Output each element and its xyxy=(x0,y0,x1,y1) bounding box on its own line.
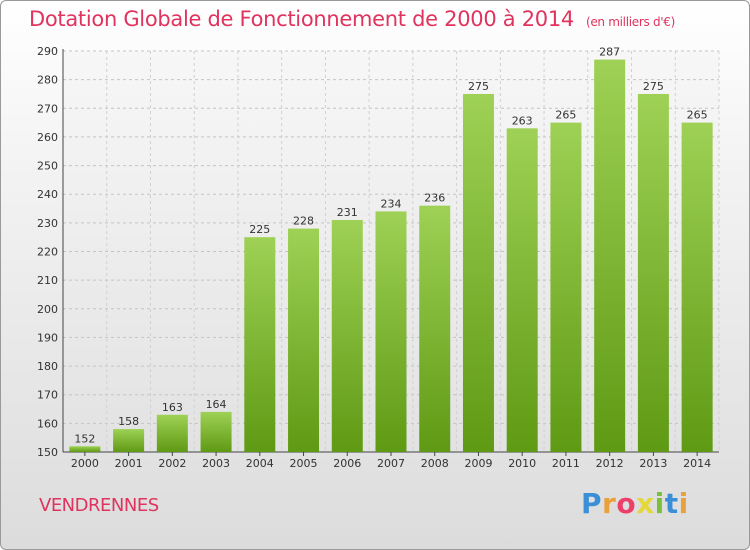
chart-unit: (en milliers d'€) xyxy=(585,15,675,29)
x-tick-label: 2013 xyxy=(639,457,667,470)
y-tick-label: 290 xyxy=(37,45,58,58)
x-tick-label: 2002 xyxy=(158,457,186,470)
y-tick-label: 260 xyxy=(37,131,58,144)
data-label: 234 xyxy=(381,197,402,210)
y-tick-label: 160 xyxy=(37,417,58,430)
x-tick-label: 2012 xyxy=(596,457,624,470)
commune-name: VENDRENNES xyxy=(39,495,159,516)
x-tick-label: 2005 xyxy=(290,457,318,470)
bar xyxy=(331,219,363,452)
data-label: 158 xyxy=(118,415,139,428)
bar xyxy=(156,414,188,452)
y-tick-label: 240 xyxy=(37,188,58,201)
bar xyxy=(419,205,451,452)
bar xyxy=(244,237,276,452)
logo-letter: o xyxy=(616,487,637,520)
data-label: 164 xyxy=(206,398,227,411)
x-tick-label: 2011 xyxy=(552,457,580,470)
labels: 152 158 163 164 225 228 231 234 236 275 263 265 287 2… xyxy=(74,46,707,446)
bar xyxy=(594,59,626,452)
bar xyxy=(200,411,232,452)
y-tick-label: 270 xyxy=(37,102,58,115)
logo-letter: t xyxy=(664,487,679,520)
x-tick-label: 2014 xyxy=(683,457,711,470)
data-label: 275 xyxy=(468,80,489,93)
x-tick-label: 2006 xyxy=(333,457,361,470)
y-tick-label: 210 xyxy=(37,274,58,287)
proxiti-logo[interactable]: Proxiti xyxy=(581,487,689,520)
data-label: 163 xyxy=(162,401,183,414)
x-tick-label: 2010 xyxy=(508,457,536,470)
data-label: 228 xyxy=(293,215,314,228)
chart-title-text: Dotation Globale de Fonctionnement de 20… xyxy=(29,7,574,31)
data-label: 236 xyxy=(424,192,445,205)
data-label: 265 xyxy=(555,109,576,122)
y-tick-label: 180 xyxy=(37,360,58,373)
logo-letter: x xyxy=(636,487,655,520)
data-label: 263 xyxy=(512,114,533,127)
data-label: 225 xyxy=(249,223,270,236)
logo-letter: i xyxy=(654,487,665,520)
y-tick-label: 170 xyxy=(37,389,58,402)
x-tick-label: 2003 xyxy=(202,457,230,470)
x-tick-label: 2009 xyxy=(464,457,492,470)
y-tick-label: 190 xyxy=(37,331,58,344)
x-tick-label: 2008 xyxy=(421,457,449,470)
x-tick-label: 2004 xyxy=(246,457,274,470)
logo-letter: r xyxy=(602,487,617,520)
y-tick-label: 200 xyxy=(37,303,58,316)
bar xyxy=(113,429,145,452)
bar xyxy=(506,128,538,452)
data-label: 265 xyxy=(687,109,708,122)
data-label: 152 xyxy=(74,432,95,445)
axes: 150 160 170 180 190 200 210 220 230 240 250 260 270 2… xyxy=(37,45,719,470)
data-label: 231 xyxy=(337,206,358,219)
bar xyxy=(288,228,320,452)
bar xyxy=(375,211,407,452)
x-tick-label: 2007 xyxy=(377,457,405,470)
y-tick-label: 250 xyxy=(37,160,58,173)
y-tick-label: 280 xyxy=(37,74,58,87)
x-tick-label: 2000 xyxy=(71,457,99,470)
y-tick-label: 150 xyxy=(37,446,58,459)
chart-title: Dotation Globale de Fonctionnement de 20… xyxy=(29,7,675,37)
bar xyxy=(69,446,101,452)
bar xyxy=(681,122,713,452)
data-label: 287 xyxy=(599,46,620,59)
logo-letter: i xyxy=(678,487,689,520)
logo-letter: P xyxy=(581,487,603,520)
y-tick-label: 230 xyxy=(37,217,58,230)
bar xyxy=(637,93,669,452)
x-tick-label: 2001 xyxy=(115,457,143,470)
bar xyxy=(550,122,582,452)
bars xyxy=(69,59,713,452)
data-label: 275 xyxy=(643,80,664,93)
y-tick-label: 220 xyxy=(37,246,58,259)
bar xyxy=(462,93,494,452)
